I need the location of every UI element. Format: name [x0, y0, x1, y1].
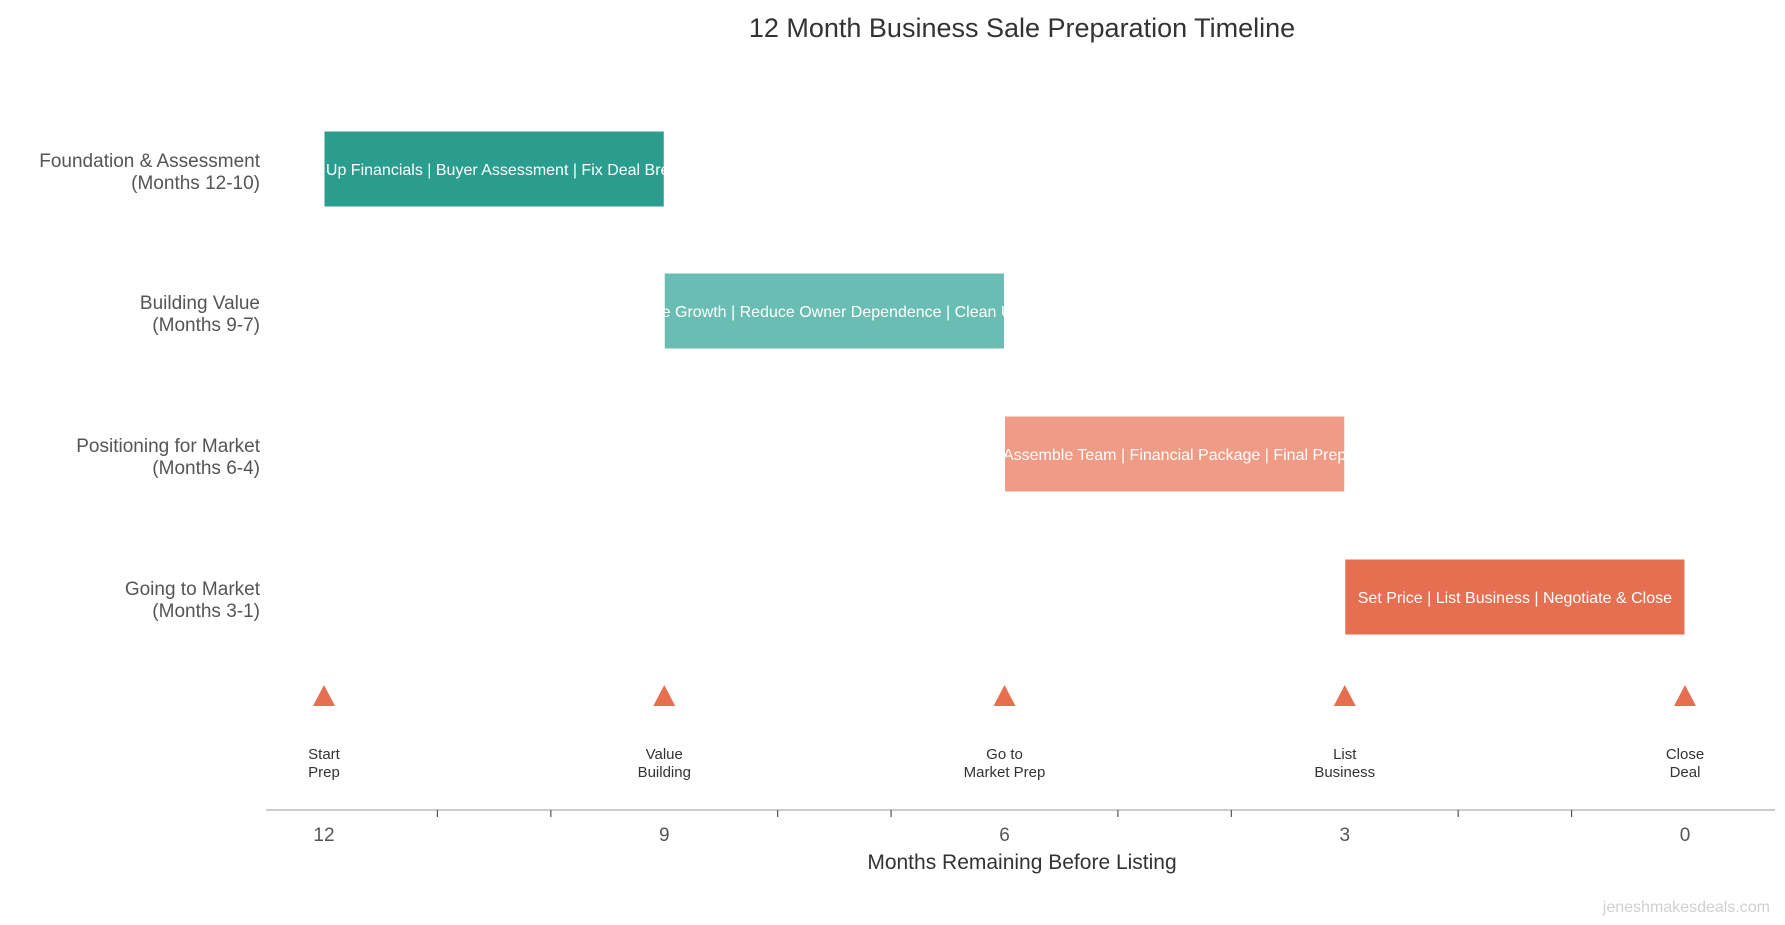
milestone-marker-icon: [1333, 685, 1356, 706]
phase-bar: [663, 272, 1005, 350]
phase-bar: [1004, 415, 1346, 493]
x-axis-tick-label: 12: [313, 825, 334, 846]
milestone-label: Prep: [308, 764, 340, 781]
phase-bar: [1344, 558, 1686, 636]
milestone-label: Go to: [986, 746, 1023, 763]
phase-tasks-label: Clean Up Financials | Buyer Assessment |…: [280, 162, 709, 179]
milestone-label: Building: [638, 764, 691, 781]
phase-label-title: Building Value: [140, 293, 260, 314]
chart-title: 12 Month Business Sale Preparation Timel…: [749, 13, 1295, 43]
milestone-label: Start: [308, 746, 341, 763]
milestone-label: Business: [1314, 764, 1375, 781]
phase-label-title: Going to Market: [125, 579, 261, 600]
milestone-marker-icon: [1674, 685, 1696, 706]
milestone-label: List: [1333, 746, 1357, 763]
phase-label-months: (Months 9-7): [152, 315, 260, 336]
milestone-label: Value: [646, 746, 683, 763]
milestone-marker-icon: [653, 685, 676, 706]
phase-bar: [323, 130, 665, 208]
milestone-label: Close: [1666, 746, 1704, 763]
phase-label-title: Foundation & Assessment: [39, 151, 260, 172]
x-axis-tick-label: 3: [1339, 825, 1350, 846]
phase-label-title: Positioning for Market: [76, 436, 260, 457]
x-axis-tick-label: 6: [999, 825, 1010, 846]
watermark-text: jeneshmakesdeals.com: [1602, 899, 1770, 916]
phase-label-months: (Months 3-1): [152, 601, 260, 622]
x-axis: 12 9 6 3 0: [266, 809, 1775, 846]
phase-tasks-label: Assemble Team | Financial Package | Fina…: [1003, 447, 1346, 464]
phase-label-months: (Months 6-4): [152, 458, 260, 479]
x-axis-title: Months Remaining Before Listing: [867, 851, 1176, 874]
phase-tasks-label: Set Price | List Business | Negotiate & …: [1358, 590, 1672, 607]
category-labels: Foundation & Assessment(Months 12-10) Bui…: [39, 151, 260, 622]
x-axis-tick-label: 9: [659, 825, 670, 846]
milestone-label: Deal: [1670, 764, 1701, 781]
phase-bars: Clean Up Financials | Buyer Assessment |…: [280, 130, 1686, 636]
milestone-label: Market Prep: [964, 764, 1046, 781]
milestone-marker-icon: [993, 685, 1016, 706]
phase-label-months: (Months 12-10): [131, 173, 260, 194]
phase-tasks-label: Drive Revenue Growth | Reduce Owner Depe…: [565, 304, 1104, 321]
milestone-marker-icon: [313, 685, 335, 706]
x-axis-tick-label: 0: [1680, 825, 1691, 846]
